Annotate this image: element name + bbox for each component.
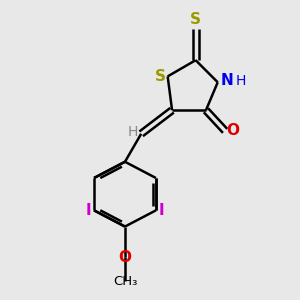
Text: I: I <box>85 203 91 218</box>
Text: S: S <box>155 69 166 84</box>
Text: O: O <box>118 250 131 265</box>
Text: H: H <box>128 125 138 139</box>
Text: S: S <box>190 12 201 27</box>
Text: CH₃: CH₃ <box>113 274 137 287</box>
Text: I: I <box>159 203 164 218</box>
Text: N: N <box>221 73 233 88</box>
Text: O: O <box>226 123 240 138</box>
Text: H: H <box>236 74 246 88</box>
